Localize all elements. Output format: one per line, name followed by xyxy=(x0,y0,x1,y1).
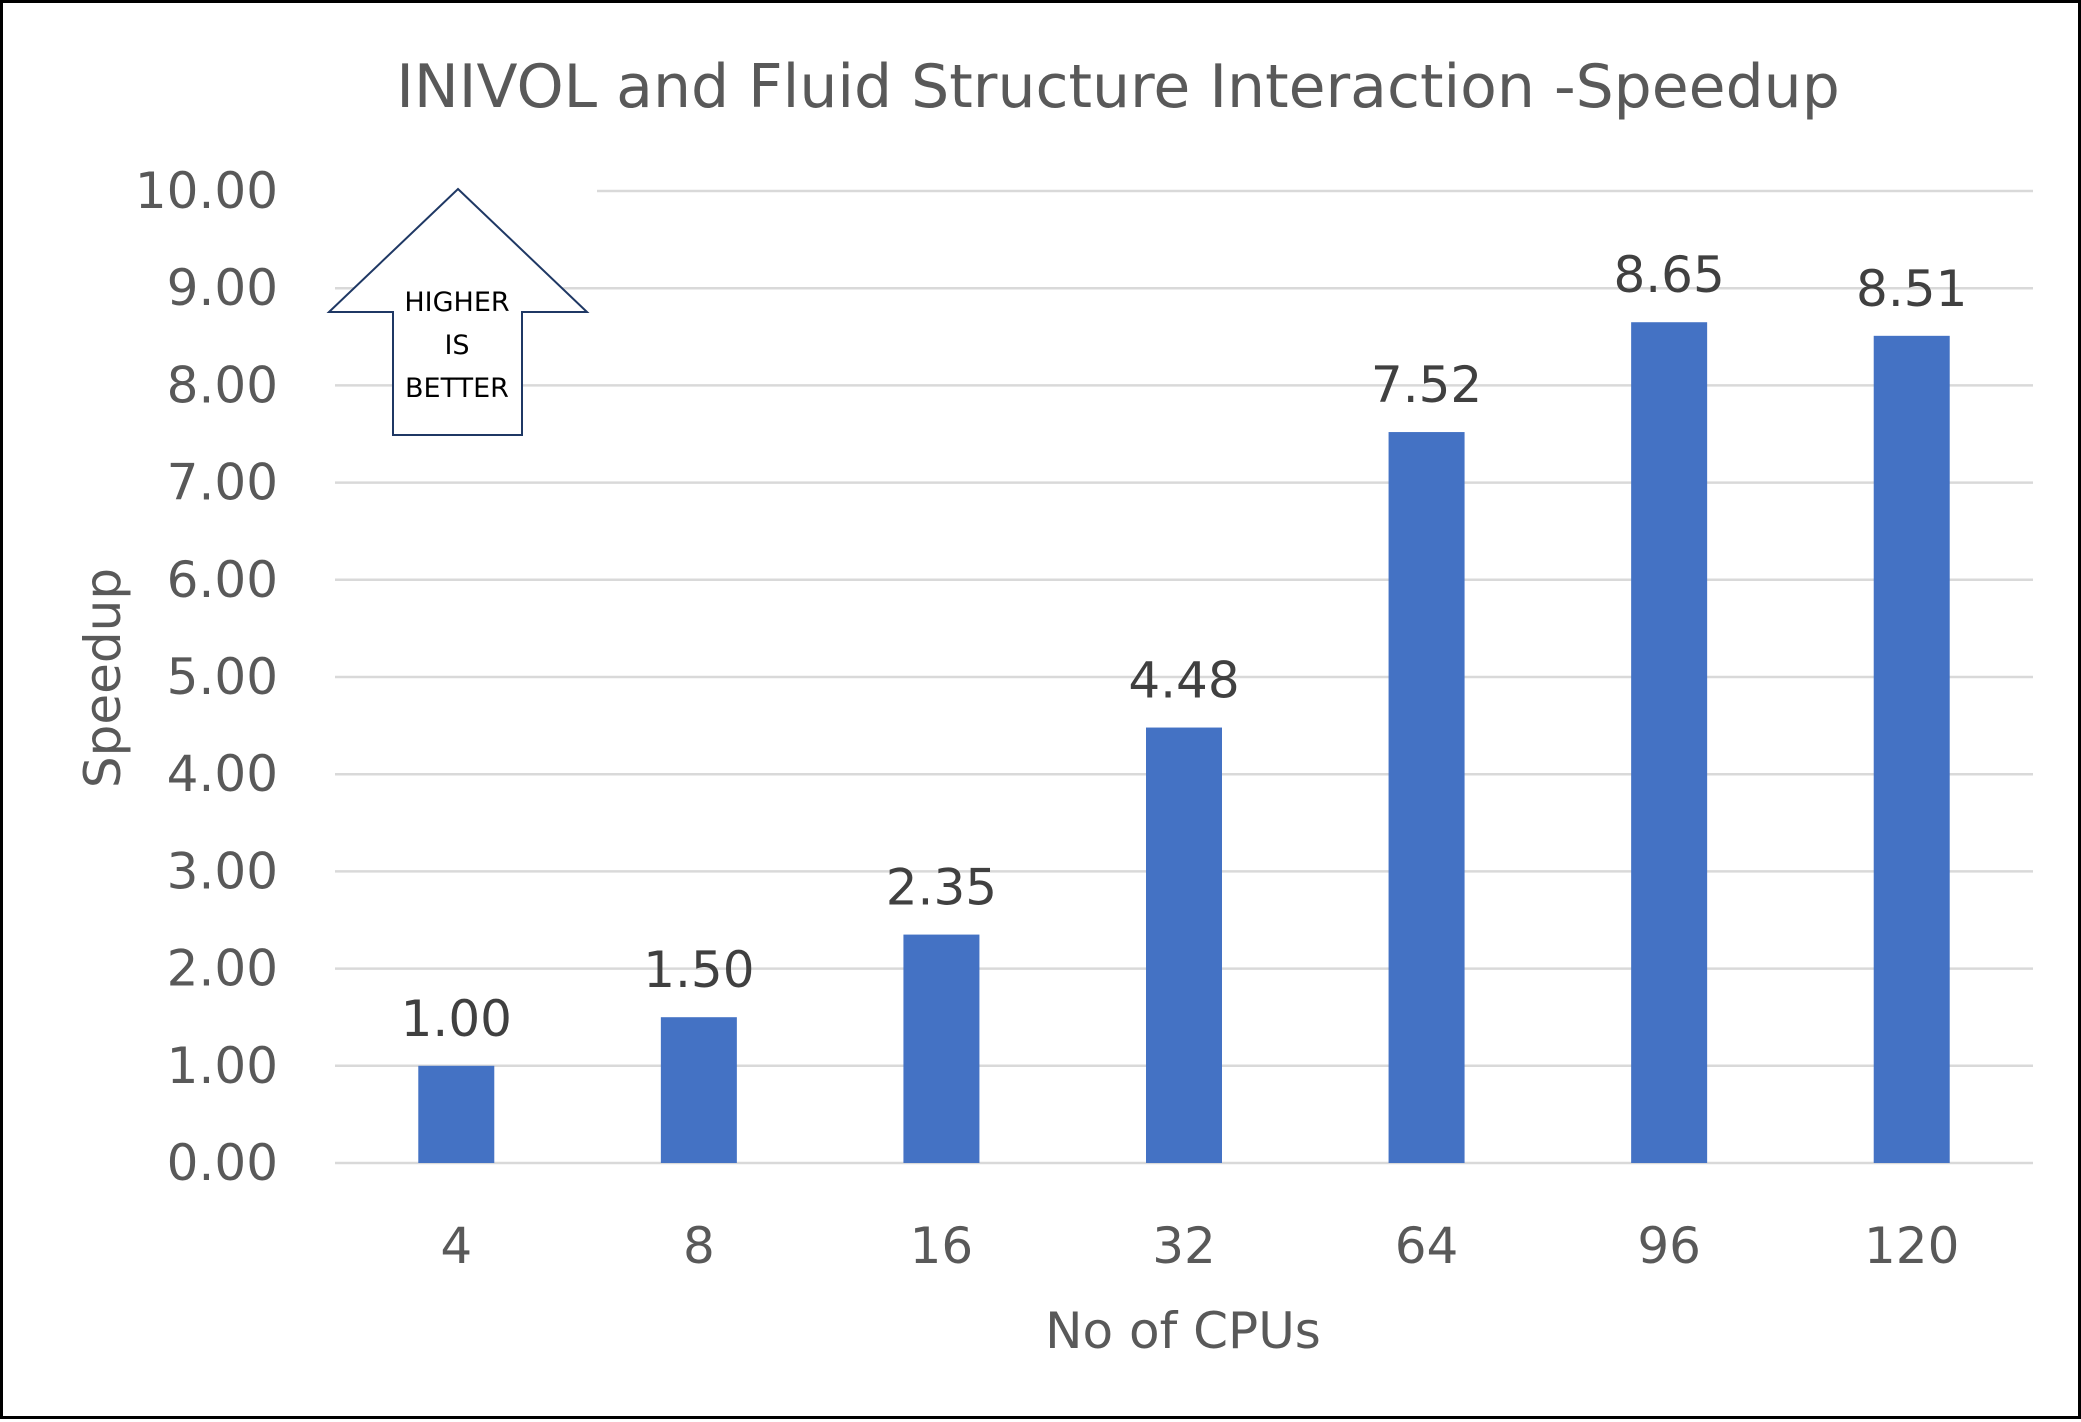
y-tick-label: 0.00 xyxy=(167,1134,278,1192)
chart-title: INIVOL and Fluid Structure Interaction -… xyxy=(396,52,1840,122)
data-label: 1.50 xyxy=(643,941,754,999)
bar xyxy=(660,1017,737,1163)
bar xyxy=(418,1065,495,1163)
data-label: 2.35 xyxy=(886,859,997,917)
x-tick-label: 4 xyxy=(440,1217,472,1275)
data-label: 8.65 xyxy=(1613,246,1724,304)
y-tick-label: 5.00 xyxy=(167,648,278,706)
y-tick-label: 9.00 xyxy=(167,259,278,317)
x-tick-label: 120 xyxy=(1864,1217,1959,1275)
data-labels: 1.00 1.50 2.35 4.48 7.52 8.65 8.51 xyxy=(401,246,1968,1048)
callout-line-2: IS xyxy=(444,330,469,361)
x-axis-label: No of CPUs xyxy=(1045,1302,1321,1360)
y-tick-label: 8.00 xyxy=(167,356,278,414)
y-tick-label: 10.00 xyxy=(135,162,278,220)
bar-series xyxy=(418,322,1950,1164)
bar xyxy=(1146,727,1222,1163)
up-arrow-icon xyxy=(326,187,590,436)
data-label: 1.00 xyxy=(401,990,512,1048)
x-tick-label: 8 xyxy=(683,1217,715,1275)
x-axis-ticks: 4 8 16 32 64 96 120 xyxy=(440,1217,1959,1275)
y-tick-label: 3.00 xyxy=(167,842,278,900)
callout-line-1: HIGHER xyxy=(404,287,509,318)
higher-is-better-callout: HIGHER IS BETTER xyxy=(326,187,590,436)
y-tick-label: 2.00 xyxy=(167,940,278,998)
callout-line-3: BETTER xyxy=(405,373,509,404)
y-tick-label: 7.00 xyxy=(167,454,278,512)
bar xyxy=(903,934,980,1163)
data-label: 7.52 xyxy=(1371,356,1482,414)
x-tick-label: 64 xyxy=(1395,1217,1459,1275)
bar xyxy=(1873,335,1950,1163)
bar-chart: INIVOL and Fluid Structure Interaction -… xyxy=(74,52,2033,1360)
data-label: 4.48 xyxy=(1128,652,1239,710)
x-tick-label: 96 xyxy=(1637,1217,1701,1275)
data-label: 8.51 xyxy=(1856,260,1967,318)
bar xyxy=(1388,432,1465,1163)
y-axis-label: Speedup xyxy=(74,568,132,788)
y-tick-label: 6.00 xyxy=(167,551,278,609)
y-tick-label: 4.00 xyxy=(167,745,278,803)
x-tick-label: 32 xyxy=(1152,1217,1216,1275)
y-axis-ticks: 0.00 1.00 2.00 3.00 4.00 5.00 6.00 7.00 8.00 9.00… xyxy=(135,162,278,1192)
x-tick-label: 16 xyxy=(910,1217,974,1275)
y-tick-label: 1.00 xyxy=(167,1037,278,1095)
bar xyxy=(1631,322,1708,1164)
